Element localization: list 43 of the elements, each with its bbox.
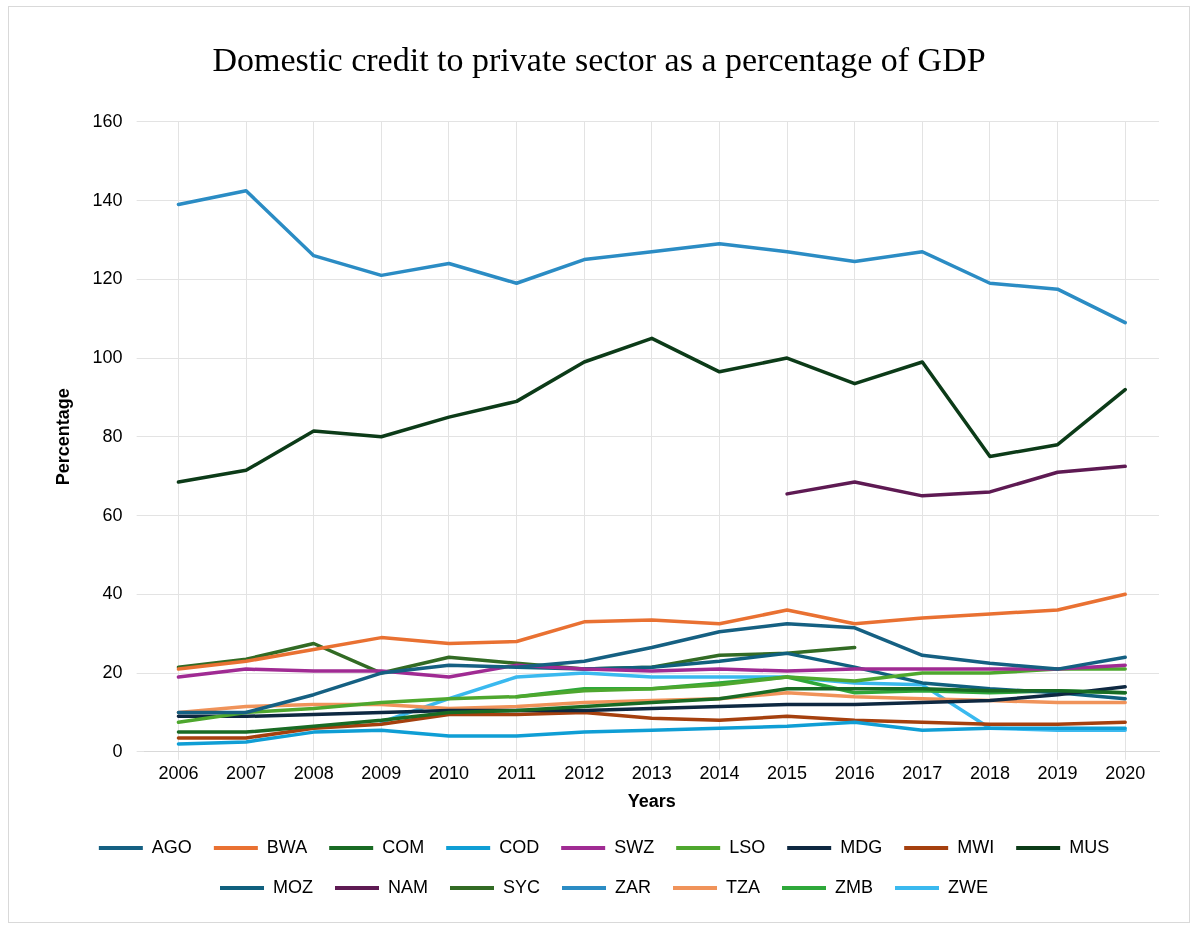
x-tick-label: 2020	[1105, 762, 1146, 783]
legend-label: LSO	[729, 836, 766, 857]
x-tick-label: 2009	[361, 762, 402, 783]
legend-label: COD	[499, 836, 540, 857]
legend-label: MUS	[1069, 836, 1110, 857]
x-tick-label: 2012	[564, 762, 605, 783]
y-tick-label: 0	[112, 740, 123, 761]
legend-label: MDG	[840, 836, 883, 857]
x-tick-label: 2010	[428, 762, 469, 783]
x-axis-title: Years	[627, 791, 676, 812]
x-tick-label: 2007	[226, 762, 267, 783]
x-tick-label: 2018	[969, 762, 1010, 783]
legend-label: SWZ	[614, 836, 655, 857]
legend-label: TZA	[726, 876, 761, 897]
y-tick-label: 120	[92, 268, 123, 289]
y-tick-label: 80	[102, 425, 123, 446]
legend-label: MOZ	[273, 876, 314, 897]
y-tick-label: 160	[92, 110, 123, 131]
x-tick-label: 2013	[631, 762, 672, 783]
x-tick-label: 2014	[699, 762, 740, 783]
y-tick-label: 140	[92, 189, 123, 210]
x-tick-label: 2008	[293, 762, 334, 783]
x-tick-label: 2019	[1037, 762, 1078, 783]
x-tick-label: 2011	[497, 762, 536, 783]
legend-label: BWA	[266, 836, 308, 857]
legend-label: MWI	[957, 836, 995, 857]
y-axis-title: Percentage	[52, 388, 73, 486]
x-tick-label: 2016	[834, 762, 875, 783]
legend-label: ZAR	[615, 876, 652, 897]
legend-label: COM	[382, 836, 425, 857]
legend-label: NAM	[388, 876, 428, 897]
legend-label: ZWE	[948, 876, 988, 897]
legend-label: AGO	[151, 836, 192, 857]
legend-label: SYC	[503, 876, 541, 897]
y-tick-label: 60	[102, 504, 123, 525]
y-tick-label: 100	[92, 347, 123, 368]
x-tick-label: 2015	[767, 762, 808, 783]
legend-label: ZMB	[835, 876, 874, 897]
chart-title: Domestic credit to private sector as a percentage of GDP	[211, 41, 987, 79]
x-tick-label: 2006	[158, 762, 199, 783]
x-tick-label: 2017	[902, 762, 943, 783]
y-tick-label: 20	[102, 662, 123, 683]
y-tick-label: 40	[102, 583, 123, 604]
